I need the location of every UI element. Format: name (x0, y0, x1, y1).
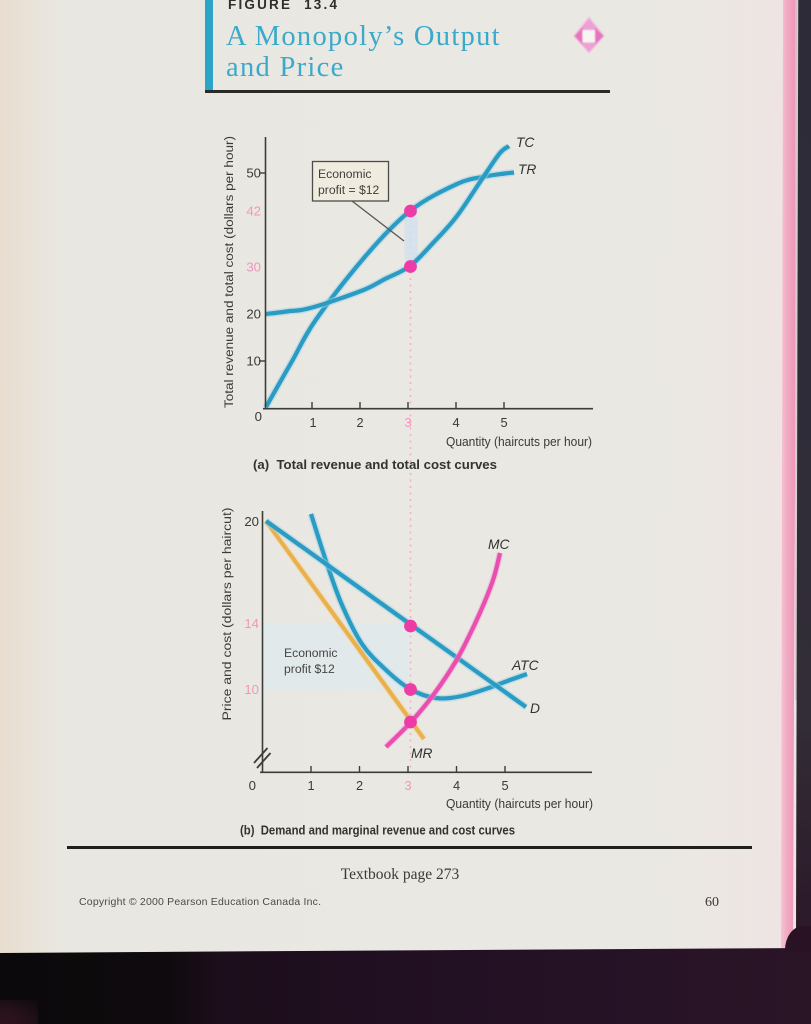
svg-text:5: 5 (501, 778, 508, 793)
svg-text:42: 42 (246, 204, 261, 219)
svg-text:20: 20 (244, 514, 259, 529)
svg-text:10: 10 (244, 682, 259, 697)
svg-text:Economic: Economic (284, 646, 338, 660)
svg-text:0: 0 (249, 778, 256, 793)
svg-text:30: 30 (246, 260, 261, 275)
svg-text:1: 1 (309, 415, 316, 430)
svg-text:(a) Total revenue and total c: (a) Total revenue and total cost curves (253, 457, 497, 472)
svg-text:5: 5 (500, 415, 507, 430)
svg-text:2: 2 (356, 415, 363, 430)
svg-text:3: 3 (404, 778, 411, 793)
svg-text:profit $12: profit $12 (284, 662, 335, 676)
svg-text:(b) Demand and marginal reven: (b) Demand and marginal revenue and cost… (240, 823, 515, 838)
svg-text:Economic: Economic (318, 167, 372, 181)
svg-text:D: D (530, 701, 540, 716)
svg-text:10: 10 (246, 354, 261, 369)
svg-text:profit = $12: profit = $12 (318, 183, 380, 197)
svg-text:50: 50 (246, 166, 261, 181)
svg-text:Quantity (haircuts per hour): Quantity (haircuts per hour) (446, 796, 593, 811)
svg-text:1: 1 (307, 778, 314, 793)
svg-text:14: 14 (244, 616, 259, 631)
svg-text:2: 2 (356, 778, 363, 793)
svg-text:MC: MC (488, 537, 510, 552)
svg-text:ATC: ATC (511, 658, 540, 673)
svg-text:4: 4 (453, 778, 460, 793)
svg-text:Price and cost (dollars per ha: Price and cost (dollars per haircut) (220, 508, 234, 721)
svg-text:0: 0 (255, 409, 262, 424)
svg-text:3: 3 (404, 415, 411, 430)
svg-text:Total revenue and total cost (: Total revenue and total cost (dollars pe… (222, 136, 236, 408)
svg-text:MR: MR (411, 746, 432, 761)
svg-text:20: 20 (246, 307, 261, 322)
svg-text:TC: TC (516, 135, 535, 150)
svg-text:4: 4 (452, 415, 459, 430)
svg-text:Quantity (haircuts per hour): Quantity (haircuts per hour) (446, 434, 592, 449)
svg-text:TR: TR (518, 162, 536, 177)
